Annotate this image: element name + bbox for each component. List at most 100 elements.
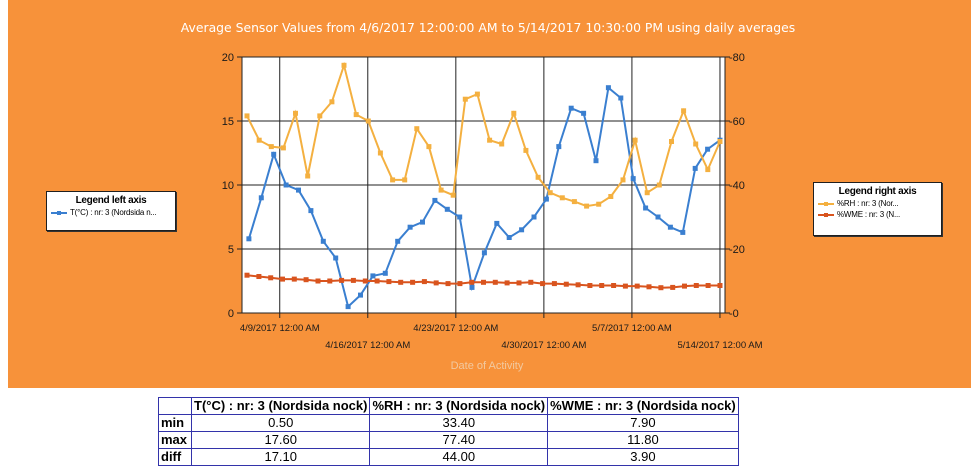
data-point <box>568 105 574 111</box>
data-point <box>667 224 673 230</box>
data-point <box>244 113 250 119</box>
data-point <box>462 96 468 102</box>
legend-left-axis: Legend left axis T(°C) : nr: 3 (Nordsida… <box>46 191 176 231</box>
data-point <box>445 281 451 287</box>
data-point <box>386 279 392 285</box>
data-point <box>350 277 356 283</box>
x-axis-label: Date of Activity <box>451 360 524 372</box>
summary-header-row: T(°C) : nr: 3 (Nordsida nock) %RH : nr: … <box>158 397 739 415</box>
data-point <box>395 238 401 244</box>
data-point <box>258 195 264 201</box>
data-point <box>605 85 611 91</box>
summary-cell: 17.60 <box>190 431 371 449</box>
data-point <box>599 283 605 288</box>
legend-right-title: Legend right axis <box>838 186 917 197</box>
data-point <box>504 280 510 286</box>
data-point <box>374 278 380 284</box>
y-right-tick-label: -80 <box>729 52 745 64</box>
summary-table: T(°C) : nr: 3 (Nordsida nock) %RH : nr: … <box>158 397 739 466</box>
data-point <box>528 279 534 285</box>
data-point <box>407 224 413 230</box>
summary-cell: 7.90 <box>547 414 739 432</box>
legend-left-entry: T(°C) : nr: 3 (Nordsida n... <box>47 208 175 217</box>
data-point <box>293 110 298 116</box>
data-point <box>630 176 636 182</box>
y-right-tick-label: -40 <box>729 180 745 192</box>
data-point <box>655 214 661 220</box>
grid-layer <box>242 56 725 314</box>
data-point <box>543 196 549 202</box>
data-point <box>705 283 711 288</box>
data-point <box>353 112 359 118</box>
y-right-tick-label: -0 <box>729 308 739 320</box>
data-point <box>457 214 463 220</box>
data-point <box>426 144 432 150</box>
data-point <box>682 283 687 289</box>
data-point <box>246 236 252 242</box>
y-left-tick-label: 10 <box>222 180 234 192</box>
data-point <box>256 274 262 279</box>
chart-title: Average Sensor Values from 4/6/2017 12:0… <box>181 20 795 35</box>
data-point <box>280 276 285 282</box>
data-point <box>656 182 662 188</box>
data-point <box>469 279 475 285</box>
data-point <box>531 214 537 220</box>
data-point <box>611 283 617 288</box>
legend-left-entry-label: T(°C) : nr: 3 (Nordsida n... <box>70 208 157 217</box>
series-line <box>246 61 721 208</box>
legend-right-entry-wme: %WME : nr: 3 (N... <box>814 210 941 219</box>
data-point <box>450 192 456 198</box>
summary-cell: 3.90 <box>547 448 739 466</box>
data-point <box>268 144 274 150</box>
data-point <box>646 284 652 290</box>
y-left-tick-label: 20 <box>222 52 234 64</box>
data-point <box>420 219 425 225</box>
data-point <box>481 279 486 285</box>
data-point <box>620 177 626 183</box>
legend-swatch-wme <box>818 212 834 217</box>
data-point <box>575 282 581 288</box>
data-point <box>457 281 463 287</box>
summary-cell: 77.40 <box>369 431 549 449</box>
data-point <box>305 173 311 179</box>
data-point <box>622 283 628 289</box>
y-right-tick-label: -60 <box>729 116 745 128</box>
data-point <box>717 139 723 144</box>
data-point <box>370 273 376 279</box>
data-point <box>481 250 487 256</box>
data-point <box>414 126 420 132</box>
x-tick-label: 4/30/2017 12:00 AM <box>501 340 586 351</box>
data-point <box>469 284 475 290</box>
data-point <box>390 177 396 183</box>
data-point <box>681 108 687 114</box>
data-point <box>608 194 614 199</box>
data-point <box>303 277 309 283</box>
data-point <box>556 144 562 150</box>
data-point <box>256 137 262 143</box>
data-point <box>494 220 500 226</box>
summary-cell: 17.10 <box>190 448 371 466</box>
data-point <box>296 187 301 193</box>
data-point <box>643 205 649 211</box>
data-point <box>308 208 314 214</box>
data-point <box>268 275 274 281</box>
summary-cell: 0.50 <box>190 414 371 432</box>
data-point <box>571 199 577 205</box>
data-point <box>693 283 699 288</box>
data-point <box>345 304 351 310</box>
x-tick-label: 5/7/2017 12:00 AM <box>592 323 672 334</box>
data-point <box>499 141 505 147</box>
data-point <box>329 99 335 105</box>
x-tick-label: 4/9/2017 12:00 AM <box>240 323 320 334</box>
y-left-tick-label: 0 <box>228 308 234 320</box>
data-point <box>410 279 416 285</box>
data-point <box>317 113 323 119</box>
axis-layer: 4/9/2017 12:00 AM 4/16/2017 12:00 AM4/23/… <box>222 52 763 351</box>
summary-row-min: min 0.50 33.40 7.90 <box>158 414 739 432</box>
data-point <box>551 281 557 287</box>
data-point <box>540 281 546 287</box>
summary-col-wme: %WME : nr: 3 (Nordsida nock) <box>547 397 739 415</box>
data-point <box>474 91 480 97</box>
data-point <box>398 279 404 285</box>
data-point <box>506 235 512 240</box>
